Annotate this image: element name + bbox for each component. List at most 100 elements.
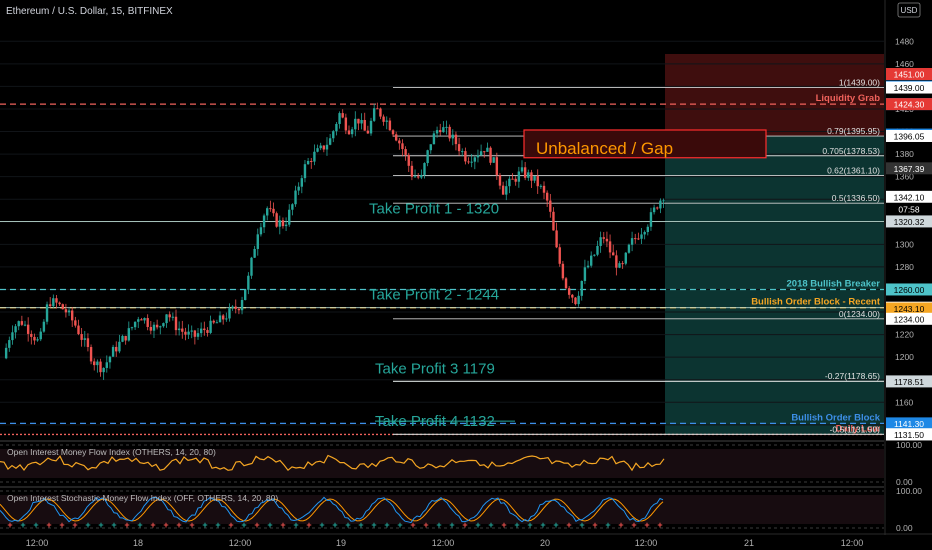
stoch-cross-marker: +: [280, 520, 285, 530]
candle-body: [96, 361, 99, 366]
price-badge: [886, 215, 932, 228]
candle-body: [382, 116, 385, 122]
stoch-cross-marker: +: [462, 520, 467, 530]
candle-body: [137, 319, 140, 322]
candle-body: [124, 335, 127, 341]
candle-body: [580, 280, 583, 296]
candle-body: [545, 192, 549, 201]
indicator-2-title: Open Interest Stochastic Money Flow Inde…: [7, 493, 278, 503]
candle-body: [215, 322, 219, 324]
price-badge-label: 1131.50: [894, 430, 924, 440]
candle-body: [70, 310, 74, 321]
candle-body: [89, 347, 93, 362]
candle-body: [350, 129, 354, 135]
stoch-cross-marker: +: [605, 520, 610, 530]
candle-body: [149, 326, 153, 331]
indicator-tick-label: 100.00: [896, 440, 922, 450]
candle-body: [168, 314, 171, 318]
candle-body: [11, 332, 14, 341]
key-level-label: Liquidity Grab: [816, 93, 881, 104]
candle-body: [489, 147, 492, 163]
candle-body: [237, 308, 241, 311]
stoch-cross-marker: +: [20, 520, 25, 530]
candle-body: [133, 321, 137, 328]
candle-body: [530, 172, 533, 181]
candle-body: [634, 238, 637, 240]
stoch-cross-marker: +: [501, 520, 506, 530]
candle-body: [338, 113, 341, 124]
stoch-cross-marker: +: [644, 520, 649, 530]
candle-body: [231, 306, 234, 309]
candle-body: [539, 185, 543, 187]
price-badge-label: 1260.00: [894, 285, 925, 295]
stoch-cross-marker: +: [436, 520, 441, 530]
candle-body: [549, 200, 552, 212]
candle-body: [272, 208, 275, 214]
currency-button[interactable]: USD: [897, 2, 921, 18]
candle-body: [385, 120, 388, 122]
candle-body: [420, 174, 423, 178]
price-tick-label: 1380: [895, 149, 914, 159]
candle-body: [344, 117, 348, 131]
candle-body: [316, 148, 319, 152]
price-tick-label: 1200: [895, 352, 914, 362]
candle-body: [181, 328, 184, 332]
candle-body: [319, 145, 322, 149]
candle-body: [410, 165, 414, 177]
candle-body: [42, 321, 46, 332]
candle-body: [121, 335, 124, 342]
stoch-cross-marker: +: [475, 520, 480, 530]
candle-body: [495, 157, 499, 176]
candle-body: [589, 255, 593, 266]
price-badge: [886, 417, 932, 430]
candle-body: [77, 325, 80, 335]
candle-body: [143, 318, 146, 321]
candle-body: [165, 314, 168, 324]
candle-body: [505, 186, 508, 195]
symbol-title: Ethereum / U.S. Dollar, 15, BITFINEX: [6, 6, 173, 17]
candle-body: [401, 143, 404, 150]
price-badge: [886, 375, 932, 388]
candle-body: [536, 175, 539, 187]
candle-body: [115, 346, 118, 352]
candle-body: [586, 265, 590, 268]
indicator-tick-label: 0.00: [896, 477, 913, 487]
candle-body: [461, 151, 464, 153]
candle-body: [209, 320, 212, 333]
candle-body: [218, 315, 222, 323]
price-tick-label: 1220: [895, 330, 914, 340]
stoch-cross-marker: +: [371, 520, 376, 530]
candle-body: [127, 328, 131, 341]
key-level-label: Daily Low: [836, 423, 881, 434]
stoch-cross-marker: +: [293, 520, 298, 530]
price-badge-label: 1451.00: [894, 69, 925, 79]
candle-body: [442, 127, 445, 133]
candle-body: [26, 324, 30, 334]
candle-body: [407, 154, 410, 166]
candle-body: [379, 108, 382, 117]
candle-body: [564, 278, 568, 289]
stoch-cross-marker: +: [254, 520, 259, 530]
candle-body: [659, 200, 662, 209]
candle-body: [61, 304, 64, 310]
candle-body: [221, 315, 225, 320]
price-badge-label: 1243.10: [894, 304, 925, 314]
candle-body: [347, 130, 351, 135]
stoch-cross-marker: +: [423, 520, 428, 530]
candle-body: [266, 208, 269, 216]
take-profit-label: Take Profit 3 1179: [375, 360, 495, 377]
candle-body: [599, 237, 602, 246]
candle-body: [259, 227, 263, 235]
stoch-cross-marker: +: [332, 520, 337, 530]
fib-level-label: 0.705(1378.53): [822, 146, 880, 156]
candle-body: [341, 113, 344, 118]
stoch-cross-marker: +: [72, 520, 77, 530]
candle-body: [577, 295, 580, 305]
take-profit-label: Take Profit 1 - 1320: [369, 200, 499, 217]
candle-body: [435, 130, 439, 134]
candle-body: [376, 108, 379, 110]
key-level-label: Bullish Order Block: [791, 412, 880, 423]
candle-body: [561, 263, 565, 279]
